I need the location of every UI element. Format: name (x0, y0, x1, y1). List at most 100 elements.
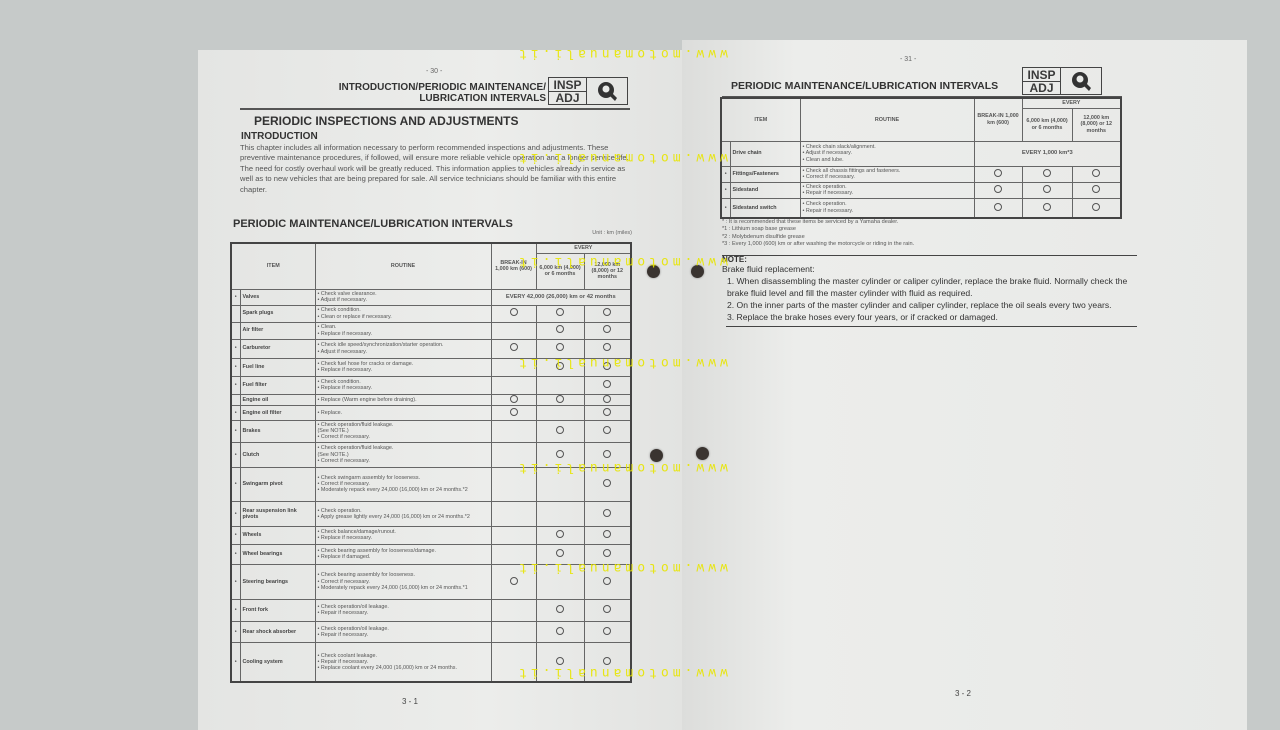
table-row: • Brakes • Check operation/fluid leakage. … (230, 419, 632, 443)
check-circle-icon (509, 343, 518, 352)
check-circle-icon (556, 605, 565, 614)
table-row: • Steering bearings • Check bearing assemb… (230, 563, 632, 600)
header-every: EVERY (1021, 97, 1122, 109)
item-name: Rear shock absorber (239, 620, 316, 643)
interval-break-in (490, 641, 537, 683)
header-rule (240, 108, 630, 110)
item-name: Spark plugs (239, 304, 316, 323)
interval-break-in (490, 598, 537, 622)
interval-break-in (973, 181, 1023, 199)
table-row: • Rear shock absorber • Check operation/oi… (230, 620, 632, 643)
interval-12000 (583, 525, 632, 545)
check-circle-icon (556, 626, 565, 635)
interval-break-in (490, 500, 537, 527)
check-circle-icon (1092, 184, 1101, 193)
interval-6000 (535, 620, 585, 643)
insp-adj-badge: INSP ADJ (548, 77, 628, 105)
header-every: EVERY (535, 242, 632, 254)
interval-break-in (490, 620, 537, 643)
check-circle-icon (603, 395, 612, 403)
interval-6000 (535, 641, 585, 683)
header-break-in: BREAK-IN 1,000 km (600) (490, 242, 537, 290)
interval-break-in (490, 404, 537, 421)
check-circle-icon (556, 530, 565, 539)
interval-12000 (583, 641, 632, 683)
dealer-star: • (230, 357, 241, 377)
interval-break-in (490, 304, 537, 323)
item-name: Wheel bearings (239, 543, 316, 565)
interval-break-in (490, 525, 537, 545)
header-line-2: LUBRICATION INTERVALS (419, 93, 546, 104)
interval-12000 (583, 563, 632, 600)
check-circle-icon (994, 168, 1003, 177)
dealer-star: • (720, 165, 731, 183)
item-name: Engine oil (239, 393, 316, 406)
interval-12000 (583, 321, 632, 340)
routine: • Check operation. • Apply grease lightl… (314, 500, 492, 527)
routine: • Check idle speed/synchronization/start… (314, 338, 492, 359)
routine: • Check operation/oil leakage. • Repair … (314, 620, 492, 643)
routine: • Replace. (314, 404, 492, 421)
interval-12000 (583, 375, 632, 395)
dealer-star (230, 393, 241, 406)
check-circle-icon (603, 361, 612, 370)
dealer-star: • (230, 419, 241, 443)
watermark: www.motomanuali.it (515, 560, 728, 575)
check-circle-icon (603, 656, 612, 665)
dealer-star: • (230, 500, 241, 527)
item-name: Rear suspension link pivots (239, 500, 316, 527)
item-name: Brakes (239, 419, 316, 443)
check-circle-icon (556, 308, 565, 317)
footnote: *3 : Every 1,000 (600) km or after washi… (722, 240, 915, 247)
page-marker: - 31 - (900, 56, 917, 63)
header-item: ITEM (230, 242, 316, 290)
table-row: Spark plugs • Check condition. • Clean or… (230, 304, 632, 323)
section-heading: PERIODIC MAINTENANCE/LUBRICATION INTERVA… (233, 218, 513, 230)
interval-6000 (535, 321, 585, 340)
dealer-star: • (230, 525, 241, 545)
table-row: • Fittings/Fasteners • Check all chassis f… (720, 165, 1122, 183)
dealer-star: • (230, 620, 241, 643)
table-row: • Front fork • Check operation/oil leakage… (230, 598, 632, 622)
check-circle-icon (603, 449, 612, 458)
check-circle-icon (1043, 202, 1052, 211)
routine: • Check all chassis fittings and fastene… (799, 165, 975, 183)
check-circle-icon (1043, 184, 1052, 193)
page-header: INTRODUCTION/PERIODIC MAINTENANCE/ LUBRI… (339, 82, 546, 104)
badge-bottom: ADJ (555, 91, 580, 105)
note-intro: Brake fluid replacement: (722, 264, 815, 274)
note-body: Brake fluid replacement: 1. When disasse… (722, 263, 1137, 323)
intro-heading: INTRODUCTION (241, 131, 318, 142)
wrench-icon (1061, 68, 1101, 94)
interval-6000 (1021, 165, 1073, 183)
check-circle-icon (603, 343, 612, 352)
page-title: PERIODIC INSPECTIONS AND ADJUSTMENTS (254, 114, 519, 128)
dealer-star: • (230, 466, 241, 502)
item-name: Swingarm pivot (239, 466, 316, 502)
dealer-star: • (230, 598, 241, 622)
interval-break-in (490, 466, 537, 502)
header-12000: 12,000 km (8,000) or 12 months (583, 252, 632, 290)
table-row: • Sidestand • Check operation. • Repair if… (720, 181, 1122, 199)
interval-6000 (535, 375, 585, 395)
badge-top: INSP (549, 79, 586, 92)
right-page: - 31 - PERIODIC MAINTENANCE/LUBRICATION … (682, 40, 1247, 730)
dealer-star (230, 321, 241, 340)
check-circle-icon (556, 395, 565, 403)
note-item: 2. On the inner parts of the master cyli… (727, 300, 1112, 310)
routine: • Check balance/damage/runout. • Replace… (314, 525, 492, 545)
check-circle-icon (1092, 168, 1101, 177)
check-circle-icon (603, 549, 612, 558)
item-name: Steering bearings (239, 563, 316, 600)
item-name: Front fork (239, 598, 316, 622)
check-circle-icon (1092, 202, 1101, 211)
item-name: Sidestand switch (729, 197, 801, 219)
interval-6000 (1021, 181, 1073, 199)
table-row: • Fuel line • Check fuel hose for cracks o… (230, 357, 632, 377)
interval-12000 (583, 598, 632, 622)
routine: • Check swingarm assembly for looseness.… (314, 466, 492, 502)
check-circle-icon (603, 508, 612, 517)
interval-break-in (490, 419, 537, 443)
interval-6000 (535, 525, 585, 545)
interval-6000 (535, 563, 585, 600)
